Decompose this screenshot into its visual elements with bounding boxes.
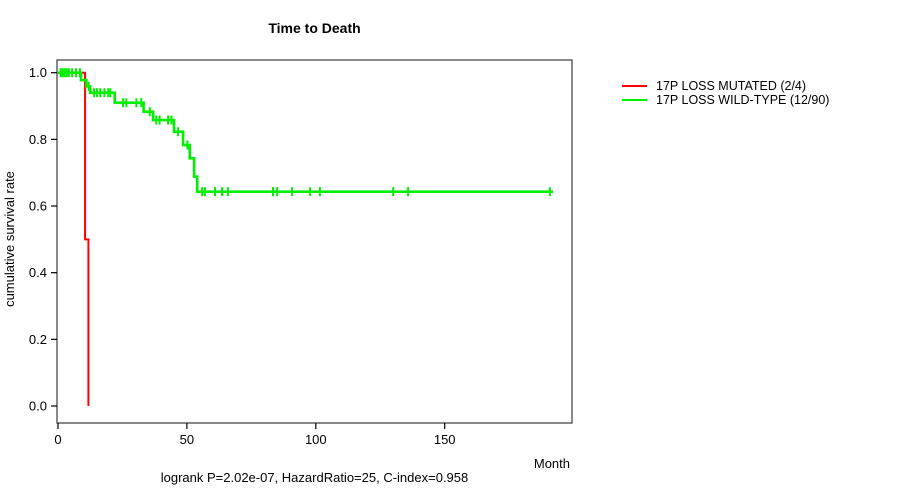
y-tick-label: 0.0 (29, 399, 47, 414)
x-axis-title: Month (533, 456, 570, 471)
legend-item-wildtype: 17P LOSS WILD-TYPE (12/90) (622, 93, 829, 107)
legend-label-wildtype: 17P LOSS WILD-TYPE (12/90) (656, 93, 830, 107)
x-tick-label: 150 (434, 432, 456, 447)
legend-label-mutated: 17P LOSS MUTATED (2/4) (656, 79, 807, 93)
legend: 17P LOSS MUTATED (2/4) 17P LOSS WILD-TYP… (622, 79, 829, 107)
x-tick-label: 0 (54, 432, 61, 447)
y-tick-label: 0.4 (29, 265, 47, 280)
y-tick-label: 0.6 (29, 199, 47, 214)
legend-item-mutated: 17P LOSS MUTATED (2/4) (622, 79, 829, 93)
y-tick-label: 1.0 (29, 65, 47, 80)
x-tick-label: 50 (180, 432, 194, 447)
y-tick-label: 0.8 (29, 132, 47, 147)
y-tick-label: 0.2 (29, 332, 47, 347)
chart-title: Time to Death (268, 20, 361, 36)
legend-line-wildtype-icon (622, 99, 647, 101)
survival-curve (58, 71, 90, 406)
x-tick-label: 100 (305, 432, 327, 447)
survival-curve (58, 71, 553, 193)
stats-annotation: logrank P=2.02e-07, HazardRatio=25, C-in… (160, 470, 469, 485)
y-axis-title: cumulative survival rate (2, 171, 17, 307)
legend-line-mutated-icon (622, 85, 647, 87)
plot-frame (56, 59, 573, 424)
